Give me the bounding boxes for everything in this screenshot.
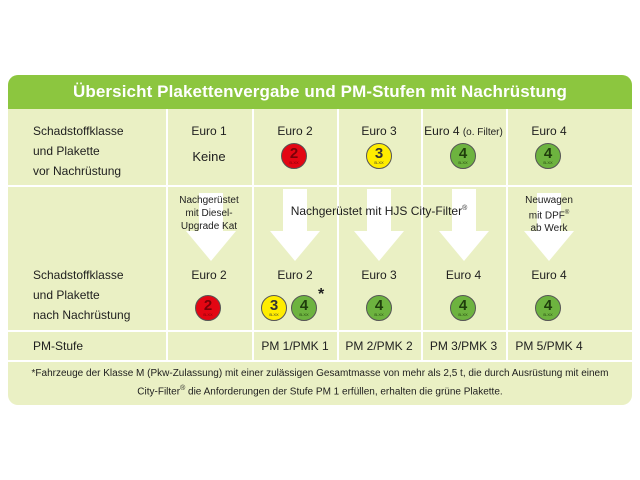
row-label-line: und Plakette bbox=[33, 144, 100, 158]
row-label-line: Schadstoffklasse bbox=[33, 124, 124, 138]
plate-subtext: B-XX bbox=[289, 160, 299, 165]
plate-subtext: B-XX bbox=[299, 312, 309, 317]
filter-note: (o. Filter) bbox=[462, 127, 503, 138]
footnote-text: City-Filter bbox=[137, 386, 181, 398]
plate-subtext: B-XX bbox=[458, 160, 468, 165]
plate-subtext: B-XX bbox=[374, 160, 384, 165]
no-plate-label: Keine bbox=[192, 149, 226, 164]
footnote-text: die Anforderungen der Stufe PM 1 erfülle… bbox=[185, 386, 503, 398]
divider-before bbox=[8, 185, 632, 187]
city-filter-text: Nachgerüstet mit HJS City-Filter bbox=[290, 204, 463, 218]
asterisk-mark: * bbox=[318, 286, 325, 303]
row-label-before: Schadstoffklasse und Plakette vor Nachrü… bbox=[33, 121, 124, 181]
plate-number: 4 bbox=[543, 297, 553, 314]
registered-mark: ® bbox=[462, 205, 468, 212]
note-text: mit DPF bbox=[528, 210, 565, 222]
diesel-kat-note: Nachgerüstet mit Diesel- Upgrade Kat bbox=[166, 194, 252, 233]
divider-after bbox=[8, 330, 632, 332]
down-arrow-icon bbox=[439, 189, 489, 261]
pm-level: PM 5/PMK 4 bbox=[515, 339, 583, 353]
green-plate-badge: 4 B-XX bbox=[450, 143, 476, 169]
overview-card: Übersicht Plakettenvergabe und PM-Stufen… bbox=[8, 75, 632, 405]
euro-class-label: Euro 2 bbox=[277, 124, 313, 138]
column-divider bbox=[421, 109, 423, 360]
dpf-note: Neuwagen mit DPF® ab Werk bbox=[506, 194, 592, 235]
plate-subtext: B-XX bbox=[543, 312, 553, 317]
red-plate-badge: 2 B-XX bbox=[195, 295, 221, 321]
plate-number: 3 bbox=[374, 145, 384, 162]
city-filter-note: Nachgerüstet mit HJS City-Filter® bbox=[252, 199, 506, 221]
table-title: Übersicht Plakettenvergabe und PM-Stufen… bbox=[8, 75, 632, 109]
note-line: Nachgerüstet bbox=[179, 195, 239, 206]
plate-subtext: B-XX bbox=[374, 312, 384, 317]
plate-subtext: B-XX bbox=[269, 312, 279, 317]
down-arrow-icon bbox=[270, 189, 320, 261]
row-label-line: und Plakette bbox=[33, 288, 100, 302]
pm-level: PM 3/PMK 3 bbox=[429, 339, 498, 353]
euro-class-label: Euro 3 bbox=[361, 124, 397, 138]
euro-class-label: Euro 1 bbox=[191, 124, 227, 138]
euro-class-label: Euro 2 bbox=[277, 268, 313, 282]
column-divider bbox=[506, 109, 508, 360]
footnote-line: City-Filter® die Anforderungen der Stufe… bbox=[8, 381, 632, 399]
registered-mark: ® bbox=[564, 210, 570, 216]
euro-class-label: Euro 2 bbox=[191, 268, 227, 282]
row-label-line: nach Nachrüstung bbox=[33, 308, 131, 322]
plate-number: 4 bbox=[458, 145, 468, 162]
divider-pm bbox=[8, 360, 632, 362]
yellow-plate-badge: 3 B-XX bbox=[261, 295, 287, 321]
plate-subtext: B-XX bbox=[543, 160, 553, 165]
plate-number: 2 bbox=[289, 145, 299, 162]
plate-subtext: B-XX bbox=[458, 312, 468, 317]
down-arrow-icon bbox=[186, 193, 236, 261]
plate-number: 4 bbox=[374, 297, 384, 314]
red-plate-badge: 2 B-XX bbox=[281, 143, 307, 169]
euro-class-label: Euro 4 bbox=[445, 268, 482, 282]
pm-level: PM 2/PMK 2 bbox=[345, 339, 413, 353]
yellow-plate-badge: 3 B-XX bbox=[366, 143, 392, 169]
registered-mark: ® bbox=[180, 385, 186, 392]
plate-number: 4 bbox=[543, 145, 553, 162]
note-line: mit DPF® bbox=[506, 207, 592, 222]
row-label-line: vor Nachrüstung bbox=[33, 164, 122, 178]
note-line: Neuwagen bbox=[525, 195, 573, 206]
pm-level: PM 1/PMK 1 bbox=[261, 339, 329, 353]
plate-number: 2 bbox=[203, 297, 213, 314]
green-plate-badge: 4 B-XX bbox=[450, 295, 476, 321]
green-plate-badge: 4 B-XX bbox=[535, 143, 561, 169]
column-divider bbox=[252, 109, 254, 360]
euro-class-label: Euro 3 bbox=[361, 268, 397, 282]
green-plate-badge: 4 B-XX bbox=[366, 295, 392, 321]
row-label-after: Schadstoffklasse und Plakette nach Nachr… bbox=[33, 265, 130, 325]
down-arrow-icon bbox=[354, 189, 404, 261]
plate-number: 3 bbox=[269, 297, 279, 314]
pm-row-label: PM-Stufe bbox=[33, 339, 84, 353]
column-divider bbox=[166, 109, 168, 360]
footnote-line: *Fahrzeuge der Klasse M (Pkw-Zulassung) … bbox=[31, 368, 609, 379]
column-divider bbox=[337, 109, 339, 360]
row-label-line: Schadstoffklasse bbox=[33, 268, 124, 282]
down-arrow-icon bbox=[524, 193, 574, 261]
green-plate-badge: 4 B-XX bbox=[291, 295, 317, 321]
euro-class-text: Euro 4 bbox=[424, 124, 460, 138]
note-line: ab Werk bbox=[530, 223, 568, 235]
footnote: *Fahrzeuge der Klasse M (Pkw-Zulassung) … bbox=[8, 360, 632, 405]
euro-class-label: Euro 4 bbox=[531, 124, 567, 138]
euro-class-label: Euro 4 (o. Filter) bbox=[421, 121, 506, 141]
plate-subtext: B-XX bbox=[203, 312, 213, 317]
plate-number: 4 bbox=[299, 297, 309, 314]
plate-number: 4 bbox=[458, 297, 468, 314]
note-line: mit Diesel- bbox=[185, 208, 233, 219]
euro-class-label: Euro 4 bbox=[531, 268, 567, 282]
note-line: Upgrade Kat bbox=[180, 221, 238, 232]
green-plate-badge: 4 B-XX bbox=[535, 295, 561, 321]
